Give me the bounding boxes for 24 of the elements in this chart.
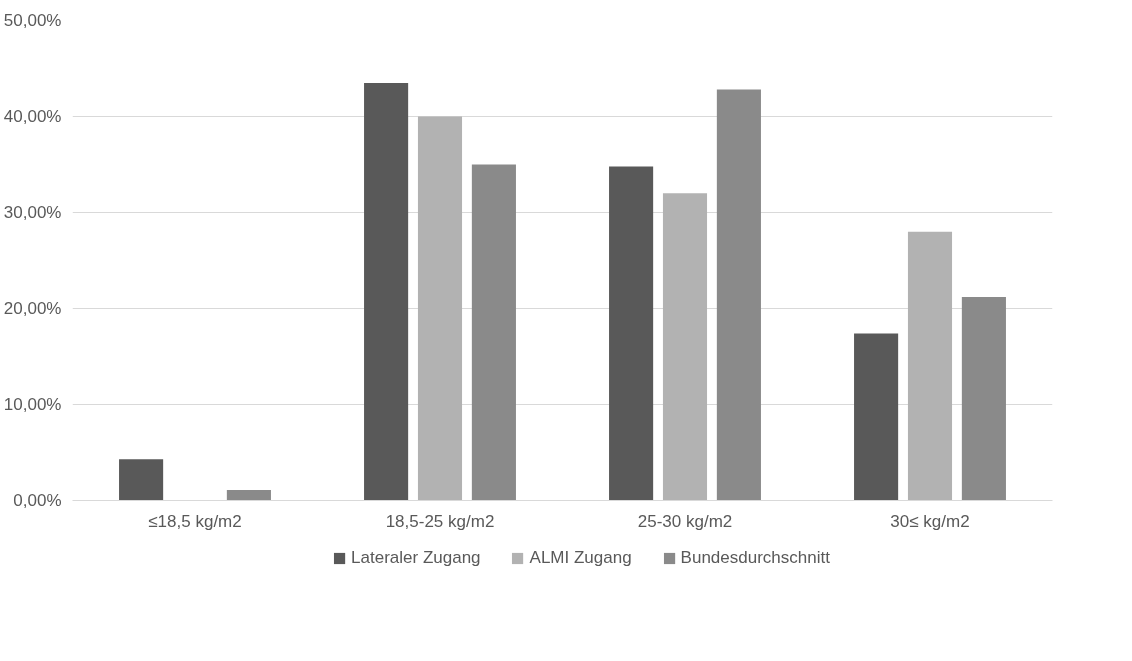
y-tick-label: 20,00%: [3, 299, 62, 318]
y-tick-label: 40,00%: [3, 107, 62, 126]
bar: [716, 89, 761, 501]
bar: [854, 333, 899, 501]
bar: [907, 231, 953, 501]
bar: [226, 489, 271, 501]
bar: [961, 296, 1006, 501]
y-tick-label: 10,00%: [3, 395, 62, 414]
bar: [364, 82, 409, 501]
y-tick-label: 0,00%: [13, 491, 62, 510]
bar: [119, 459, 164, 501]
x-tick-label: 30≤ kg/m2: [890, 511, 970, 531]
bar: [417, 116, 463, 501]
bar: [609, 166, 654, 501]
bar: [471, 164, 516, 501]
legend-label: Bundesdurchschnitt: [680, 548, 830, 568]
legend-label: ALMI Zugang: [529, 548, 632, 568]
legend-label: Lateraler Zugang: [351, 548, 481, 568]
x-tick-label: ≤18,5 kg/m2: [148, 511, 242, 531]
y-tick-label: 50,00%: [3, 11, 62, 30]
x-tick-label: 18,5-25 kg/m2: [385, 511, 495, 531]
bar: [662, 193, 708, 501]
y-tick-label: 30,00%: [3, 203, 62, 222]
x-tick-label: 25-30 kg/m2: [637, 511, 733, 531]
